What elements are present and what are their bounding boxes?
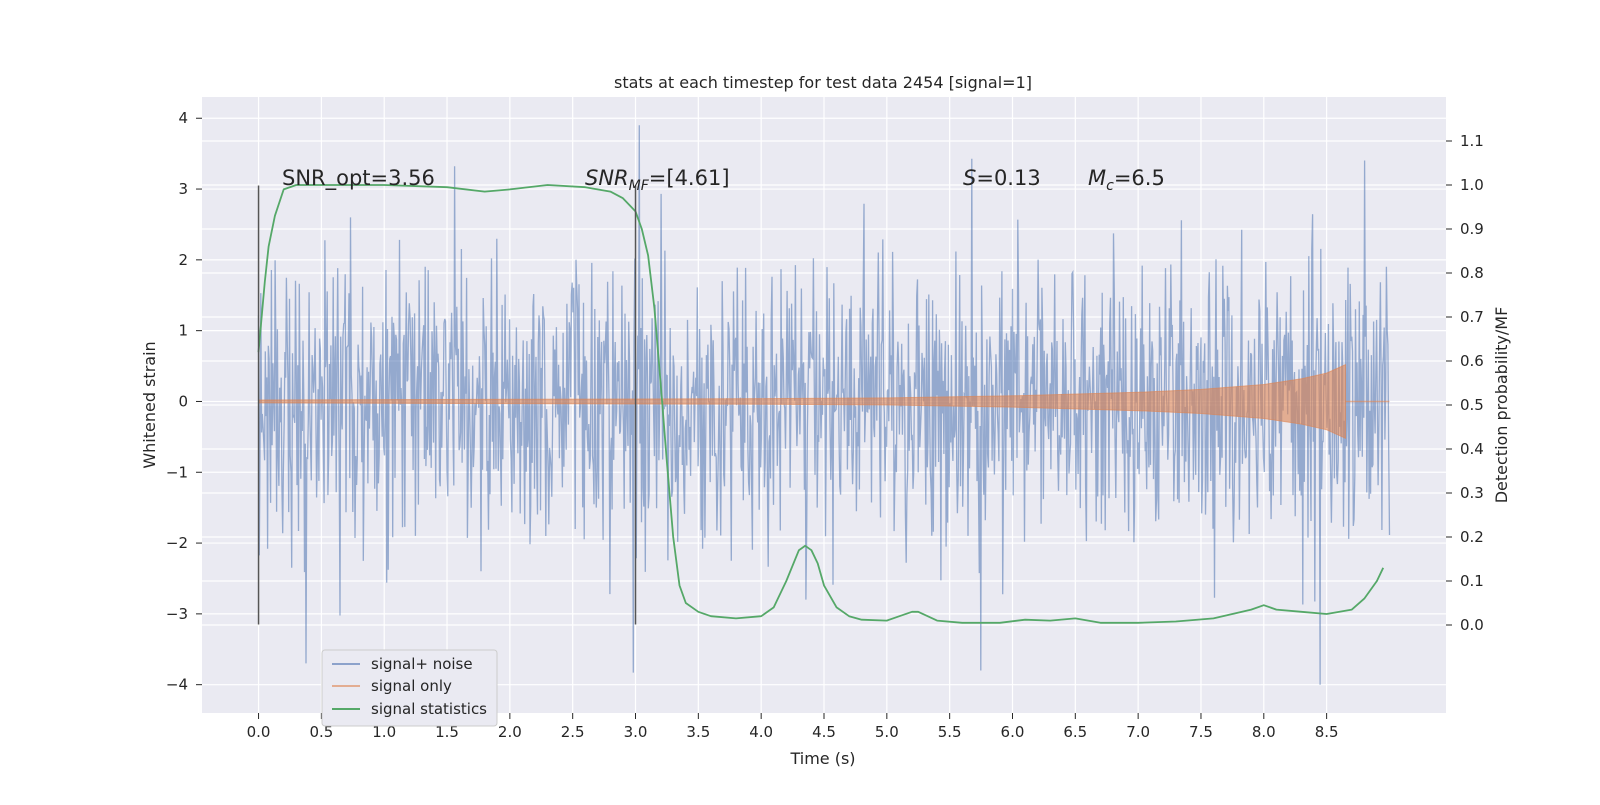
x-tick-label: 3.5	[686, 723, 710, 741]
x-tick-label: 2.5	[561, 723, 585, 741]
x-tick-label: 3.0	[624, 723, 648, 741]
x-tick-label: 2.0	[498, 723, 522, 741]
legend-box	[321, 649, 498, 727]
y2-tick-label: 0.5	[1460, 396, 1484, 414]
annotation-mc: Mc=6.5	[1088, 166, 1165, 194]
annotation-snr-mf: SNRMF=[4.61]	[585, 166, 730, 194]
y2-tick-label: 0.1	[1460, 572, 1484, 590]
y-axis-label: Whitened strain	[140, 341, 159, 468]
y2-axis-ticks: 0.0 0.1 0.2 0.3 0.4 0.5 0.6 0.7 0.8 0.9 1.0 1.1	[1446, 132, 1484, 634]
x-tick-label: 1.5	[435, 723, 459, 741]
x-tick-label: 5.5	[938, 723, 962, 741]
legend: signal+ noise signal only signal statist…	[321, 649, 498, 727]
chart-title: stats at each timestep for test data 245…	[614, 73, 1032, 92]
y2-tick-label: 1.0	[1460, 176, 1484, 194]
x-tick-label: 7.5	[1189, 723, 1213, 741]
x-tick-label: 7.0	[1126, 723, 1150, 741]
x-tick-label: 0.0	[247, 723, 271, 741]
y2-tick-label: 0.2	[1460, 528, 1484, 546]
x-tick-label: 1.0	[372, 723, 396, 741]
legend-label-signal-noise: signal+ noise	[371, 655, 473, 673]
y2-tick-label: 0.9	[1460, 220, 1484, 238]
y2-tick-label: 0.7	[1460, 308, 1484, 326]
y-tick-label: 2	[178, 251, 188, 269]
legend-label-signal-only: signal only	[371, 677, 452, 695]
x-tick-label: 0.5	[309, 723, 333, 741]
y2-tick-label: 0.8	[1460, 264, 1484, 282]
x-tick-label: 4.5	[812, 723, 836, 741]
y-axis-ticks: −4 −3 −2 −1 0 1 2 3 4	[166, 109, 202, 694]
series-layer	[257, 125, 1391, 685]
x-tick-label: 8.0	[1252, 723, 1276, 741]
y2-tick-label: 0.3	[1460, 484, 1484, 502]
x-axis-ticks: 0.0 0.5 1.0 1.5 2.0 2.5 3.0 3.5 4.0 4.5 5.0 5.5 6.0 6…	[247, 713, 1339, 741]
y-tick-label: 3	[178, 180, 188, 198]
vertical-markers	[257, 185, 637, 625]
y-tick-label: −3	[166, 605, 188, 623]
y2-tick-label: 0.4	[1460, 440, 1484, 458]
x-tick-label: 5.0	[875, 723, 899, 741]
y2-tick-label: 0.6	[1460, 352, 1484, 370]
annotation-snr-opt: SNR_opt=3.56	[282, 166, 435, 191]
x-tick-label: 4.0	[749, 723, 773, 741]
x-tick-label: 6.5	[1063, 723, 1087, 741]
series-signal-statistics	[257, 184, 1385, 624]
y2-axis-label: Detection probability/MF	[1492, 307, 1511, 504]
series-signal-noise	[257, 125, 1391, 685]
annotations: SNR_opt=3.56 SNRMF=[4.61] S=0.13 Mc=6.5	[282, 166, 1165, 194]
annotation-s: S=0.13	[963, 166, 1041, 190]
y-tick-label: −2	[166, 534, 188, 552]
y-tick-label: 1	[178, 322, 188, 340]
y2-tick-label: 1.1	[1460, 132, 1484, 150]
series-signal-only	[258, 363, 1346, 440]
y-tick-label: 0	[178, 392, 188, 410]
x-axis-label: Time (s)	[789, 749, 855, 768]
legend-label-signal-statistics: signal statistics	[371, 700, 487, 718]
y2-tick-label: 0.0	[1460, 616, 1484, 634]
y-tick-label: 4	[178, 109, 188, 127]
y-tick-label: −1	[166, 463, 188, 481]
y-tick-label: −4	[166, 676, 188, 694]
x-tick-label: 8.5	[1315, 723, 1339, 741]
x-tick-label: 6.0	[1001, 723, 1025, 741]
